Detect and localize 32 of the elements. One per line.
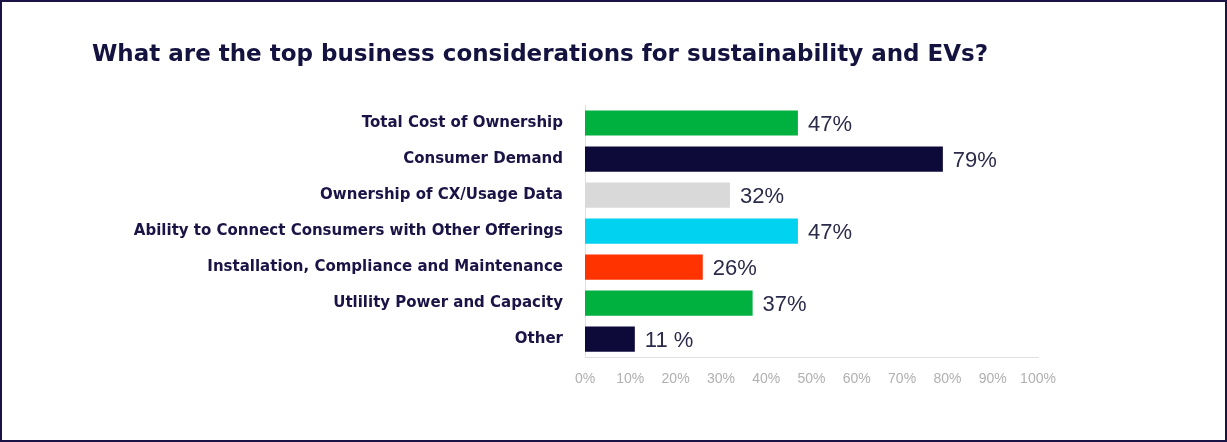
y-tick-label: Other xyxy=(514,329,564,348)
y-tick-label: Total Cost of Ownership xyxy=(361,112,564,131)
data-label: 11 % xyxy=(644,327,694,353)
data-label: 26% xyxy=(712,255,757,281)
bar xyxy=(585,110,798,136)
data-label: 37% xyxy=(762,291,807,317)
x-tick-label: 20% xyxy=(661,370,690,387)
x-tick-label: 0% xyxy=(574,370,596,387)
x-tick-label: 30% xyxy=(706,370,735,387)
bar xyxy=(585,146,943,172)
bar xyxy=(585,254,703,280)
bar xyxy=(585,218,798,244)
x-tick-label: 80% xyxy=(933,370,962,387)
data-label: 32% xyxy=(739,183,785,209)
x-tick-label: 10% xyxy=(616,370,645,387)
bar xyxy=(585,326,635,352)
data-label: 47% xyxy=(807,111,852,137)
x-tick-label: 90% xyxy=(978,370,1007,387)
data-label: 79% xyxy=(952,147,997,173)
y-tick-label: Consumer Demand xyxy=(403,148,563,167)
x-tick-label: 50% xyxy=(797,370,826,387)
x-tick-label: 70% xyxy=(888,370,917,387)
chart-title: What are the top business considerations for sustainability and EVs? xyxy=(92,40,989,66)
y-tick-label: Installation, Compliance and Maintenance xyxy=(207,257,563,276)
data-label: 47% xyxy=(807,219,852,245)
x-tick-label: 60% xyxy=(842,370,871,387)
y-tick-label: Ownership of CX/Usage Data xyxy=(320,184,563,203)
y-tick-label: Utlility Power and Capacity xyxy=(333,293,564,312)
y-tick-label: Ability to Connect Consumers with Other Offerings xyxy=(133,220,564,239)
x-tick-label: 40% xyxy=(752,370,781,387)
bar xyxy=(585,290,753,316)
x-tick-label: 100% xyxy=(1020,370,1056,387)
